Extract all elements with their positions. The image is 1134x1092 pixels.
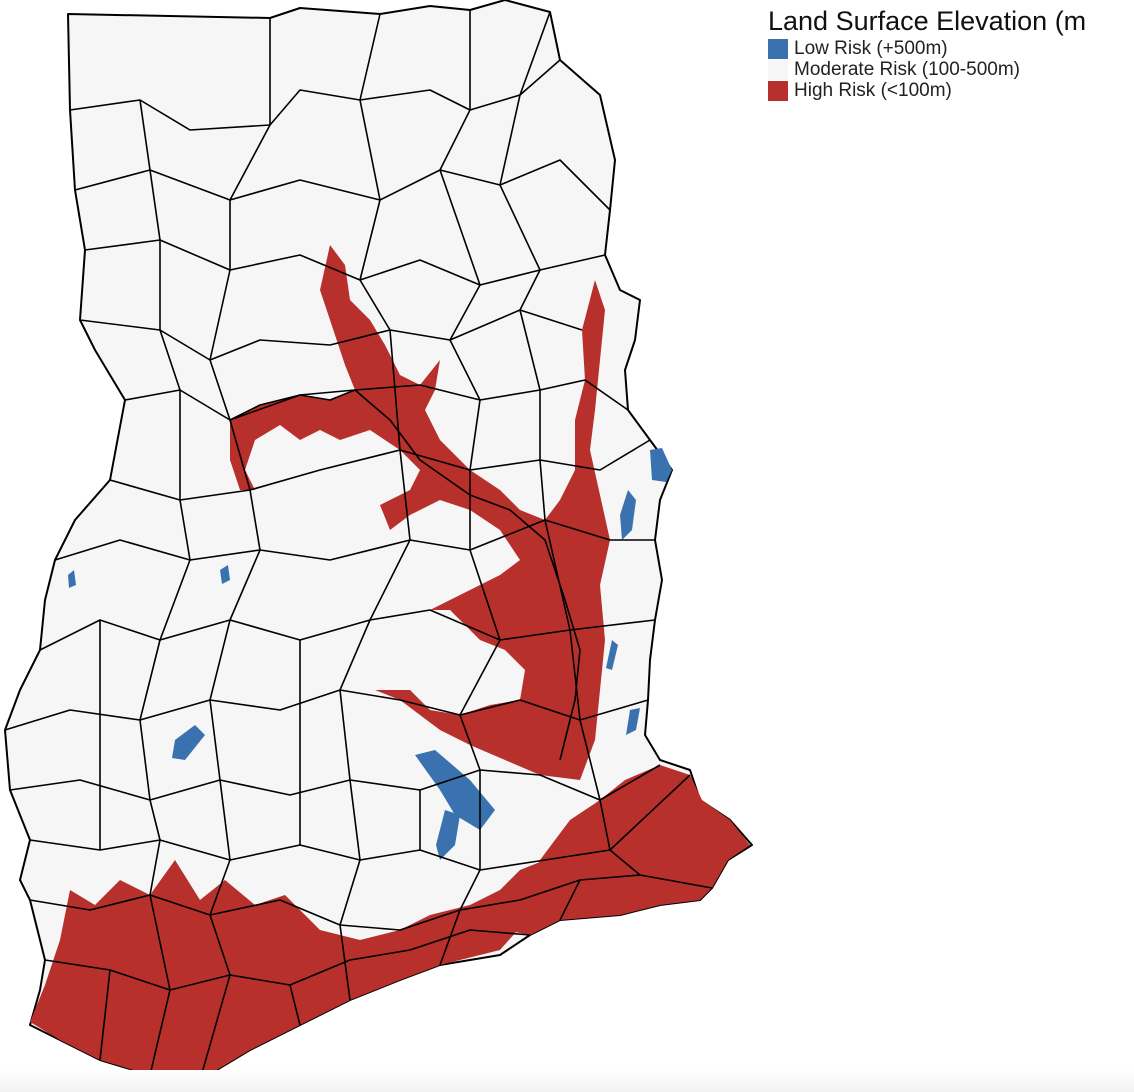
- district-borders: [4, 10, 713, 1081]
- legend-swatch-moderate-risk: [768, 59, 788, 80]
- legend-label-moderate-risk: Moderate Risk (100-500m): [794, 58, 1020, 80]
- elevation-map: [4, 0, 753, 1081]
- map-legend: Land Surface Elevation (m Low Risk (+500…: [768, 4, 1134, 101]
- legend-item-moderate-risk: Moderate Risk (100-500m): [768, 59, 1134, 80]
- highland-patch-west-1: [172, 725, 205, 760]
- legend-swatch-high-risk: [768, 80, 788, 101]
- legend-item-low-risk: Low Risk (+500m): [768, 38, 1134, 59]
- bottom-fade-bar: [0, 1070, 1134, 1092]
- highland-patch-west-3: [220, 565, 230, 584]
- legend-title: Land Surface Elevation (m: [768, 6, 1087, 36]
- highland-patch-center-1: [436, 810, 460, 860]
- highland-patch-east-4: [626, 708, 640, 735]
- low-risk-areas: [68, 448, 672, 860]
- highland-patch-east-2: [620, 490, 636, 540]
- legend-label-high-risk: High Risk (<100m): [794, 79, 952, 101]
- highland-patch-akwapim: [415, 750, 495, 830]
- legend-swatch-low-risk: [768, 38, 788, 59]
- highland-patch-east-3: [606, 640, 618, 670]
- volta-lake-basin: [230, 245, 610, 780]
- legend-label-low-risk: Low Risk (+500m): [794, 37, 948, 59]
- highland-patch-east-1: [650, 448, 672, 482]
- legend-item-high-risk: High Risk (<100m): [768, 80, 1134, 101]
- highland-patch-west-2: [68, 570, 76, 588]
- coastal-lowland-east: [505, 765, 750, 935]
